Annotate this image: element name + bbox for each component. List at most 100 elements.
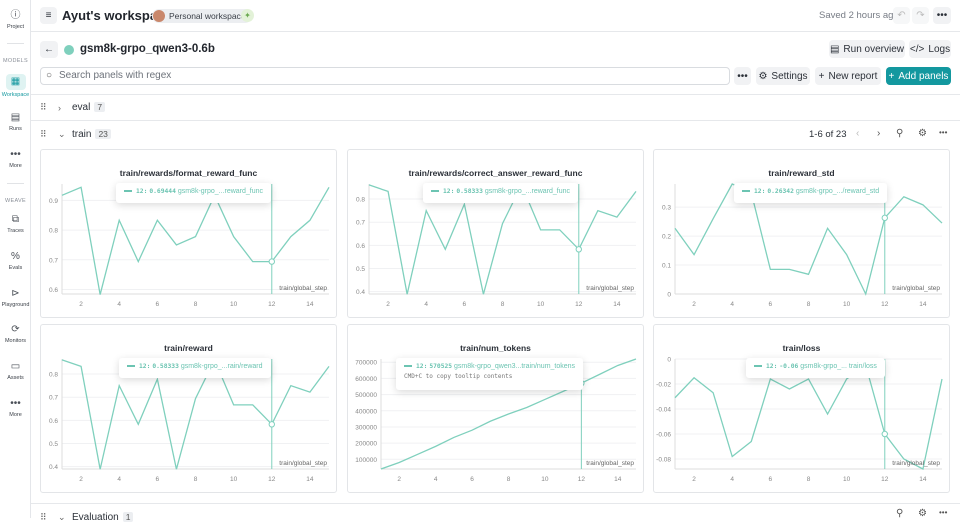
x-tick-label: 2	[397, 476, 401, 483]
chart-panel[interactable]: train/rewards/format_reward_func 0.6 0.7 0.…	[40, 149, 337, 318]
x-tick-label: 6	[463, 301, 467, 308]
next-page-icon[interactable]: ›	[877, 128, 881, 139]
arrow-left-icon: ←	[44, 44, 54, 55]
tooltip-hint: CMD+C to copy tooltip contents	[404, 373, 513, 380]
series-line	[61, 186, 330, 295]
chart-panel[interactable]: train/loss -0.08 -0.06 -0.04 -0.02 0 2 4 6 8 10 12 1…	[653, 324, 950, 493]
more-icon[interactable]: •••	[939, 128, 948, 137]
x-tick-label: 4	[424, 301, 428, 308]
x-tick-label: 4	[730, 301, 734, 308]
menu-button[interactable]: ≡	[40, 7, 57, 24]
sidebar-item-project[interactable]: ⓘ Project	[0, 10, 31, 30]
sparkle-icon[interactable]: ✦	[241, 9, 254, 22]
y-tick-label: 0.6	[356, 243, 365, 250]
chart-title: train/reward	[164, 343, 213, 353]
add-panels-button[interactable]: + Add panels	[886, 67, 951, 85]
logs-button[interactable]: </> Logs	[909, 40, 951, 58]
y-tick-label: -0.04	[656, 407, 671, 414]
undo-button[interactable]: ↶	[893, 7, 910, 24]
chart-title: train/num_tokens	[460, 343, 531, 353]
search-input[interactable]: ○ Search panels with regex	[40, 67, 730, 85]
y-tick-label: 0.8	[49, 372, 58, 379]
section-train[interactable]: ⠿ ⌄ train 23	[31, 121, 960, 148]
y-tick-label: 700000	[355, 360, 377, 367]
chart-title: train/rewards/correct_answer_reward_func	[408, 168, 583, 178]
line-chart: 0 0.1 0.2 0.3 2 4 6 8 10 12 14 train/global_step	[662, 183, 943, 308]
y-tick-label: 0.7	[49, 395, 58, 402]
redo-button[interactable]: ↷	[912, 7, 929, 24]
x-axis-label: train/global_step	[892, 460, 940, 467]
x-axis-label: train/global_step	[892, 285, 940, 292]
line-chart: 0.6 0.7 0.8 0.9 2 4 6 8 10 12 14 train/global_step	[49, 184, 330, 308]
sidebar-item-more-weave[interactable]: ••• More	[0, 398, 31, 418]
more-icon: •••	[10, 149, 21, 160]
sidebar-item-assets[interactable]: ▭ Assets	[0, 361, 31, 381]
sidebar-item-playground[interactable]: ⊳ Playground	[1, 288, 30, 308]
drag-handle-icon[interactable]: ⠿	[40, 511, 47, 522]
more-button[interactable]: •••	[933, 7, 951, 24]
line-chart: 0.4 0.5 0.6 0.7 0.8 2 4 6 8 10 12 14 train/global_st…	[356, 183, 637, 308]
y-tick-label: 0.7	[356, 220, 365, 227]
y-tick-label: 100000	[355, 457, 377, 464]
x-tick-label: 4	[730, 476, 734, 483]
back-button[interactable]: ←	[40, 41, 58, 58]
new-report-button[interactable]: + New report	[815, 67, 881, 85]
pin-icon[interactable]: ⚲	[896, 508, 904, 519]
more-icon[interactable]: •••	[939, 508, 948, 517]
tooltip-run: gsm8k-grpo_...reward_func	[177, 188, 264, 195]
x-tick-label: 10	[537, 301, 545, 308]
tooltip-step: 12:	[766, 363, 778, 370]
chevron-down-icon[interactable]: ⌄	[58, 511, 66, 522]
chart-tooltip: 12: 570525 gsm8k-grpo_qwen3...train/num_…	[396, 358, 584, 390]
tooltip-step: 12:	[416, 363, 428, 370]
sidebar-item-traces[interactable]: ⧉ Traces	[0, 214, 31, 234]
x-tick-label: 12	[268, 301, 276, 308]
series-swatch	[127, 365, 135, 368]
y-tick-label: 500000	[355, 392, 377, 399]
x-tick-label: 12	[881, 301, 889, 308]
sidebar-item-runs[interactable]: ▤ Runs	[0, 112, 31, 132]
drag-handle-icon[interactable]: ⠿	[40, 129, 47, 139]
y-tick-label: 0.6	[49, 418, 58, 425]
x-tick-label: 8	[194, 301, 198, 308]
y-tick-label: 0.1	[662, 263, 671, 270]
play-icon: ⊳	[11, 288, 20, 299]
chevron-right-icon[interactable]: ›	[58, 102, 61, 113]
sidebar-item-more-models[interactable]: ••• More	[0, 149, 31, 169]
sidebar-item-workspace[interactable]: ▦ Workspace	[1, 74, 30, 98]
x-tick-label: 14	[919, 476, 927, 483]
tooltip-value: 570525	[429, 363, 453, 370]
y-tick-label: 600000	[355, 376, 377, 383]
chart-panel[interactable]: train/num_tokens 100000 200000 300000 400000…	[347, 324, 644, 493]
section-evaluation[interactable]: ⠿ ⌄ Evaluation 1	[31, 503, 960, 530]
y-tick-label: 0	[667, 357, 671, 364]
drag-handle-icon[interactable]: ⠿	[40, 102, 47, 112]
x-tick-label: 12	[268, 476, 276, 483]
personal-workspace-badge[interactable]: Personal workspace	[152, 9, 252, 23]
chart-panel[interactable]: train/rewards/correct_answer_reward_func…	[347, 149, 644, 318]
section-eval[interactable]: ⠿ › eval 7	[31, 94, 960, 121]
table-icon: ▤	[10, 112, 21, 123]
pin-icon[interactable]: ⚲	[896, 128, 904, 139]
hover-point	[268, 421, 275, 428]
chart-panel[interactable]: train/reward_std 0 0.1 0.2 0.3 2 4 6 8 10 12 14 trai…	[653, 149, 950, 318]
tooltip-run: gsm8k-grpo_...reward_func	[484, 188, 571, 195]
more-icon: •••	[936, 10, 948, 21]
settings-button[interactable]: ⚙ Settings	[756, 67, 810, 85]
line-chart: 0.4 0.5 0.6 0.7 0.8 2 4 6 8 10 12 14 train/global_st…	[49, 358, 330, 483]
prev-page-icon[interactable]: ‹	[856, 128, 860, 139]
sidebar-item-evals[interactable]: % Evals	[0, 251, 31, 271]
x-tick-label: 4	[117, 476, 121, 483]
run-overview-button[interactable]: ▤ Run overview	[829, 40, 905, 58]
gear-icon[interactable]: ⚙	[918, 508, 927, 519]
search-more-button[interactable]: •••	[734, 67, 751, 85]
y-tick-label: 400000	[355, 408, 377, 415]
x-axis-label: train/global_step	[279, 285, 327, 292]
x-tick-label: 8	[507, 476, 511, 483]
sidebar-item-monitors[interactable]: ⟳ Monitors	[0, 324, 31, 344]
hover-point	[881, 430, 888, 438]
gear-icon[interactable]: ⚙	[918, 128, 927, 139]
chevron-down-icon[interactable]: ⌄	[58, 129, 66, 139]
x-tick-label: 6	[769, 301, 773, 308]
chart-panel[interactable]: train/reward 0.4 0.5 0.6 0.7 0.8 2 4 6 8 10 12 14 tra…	[40, 324, 337, 493]
